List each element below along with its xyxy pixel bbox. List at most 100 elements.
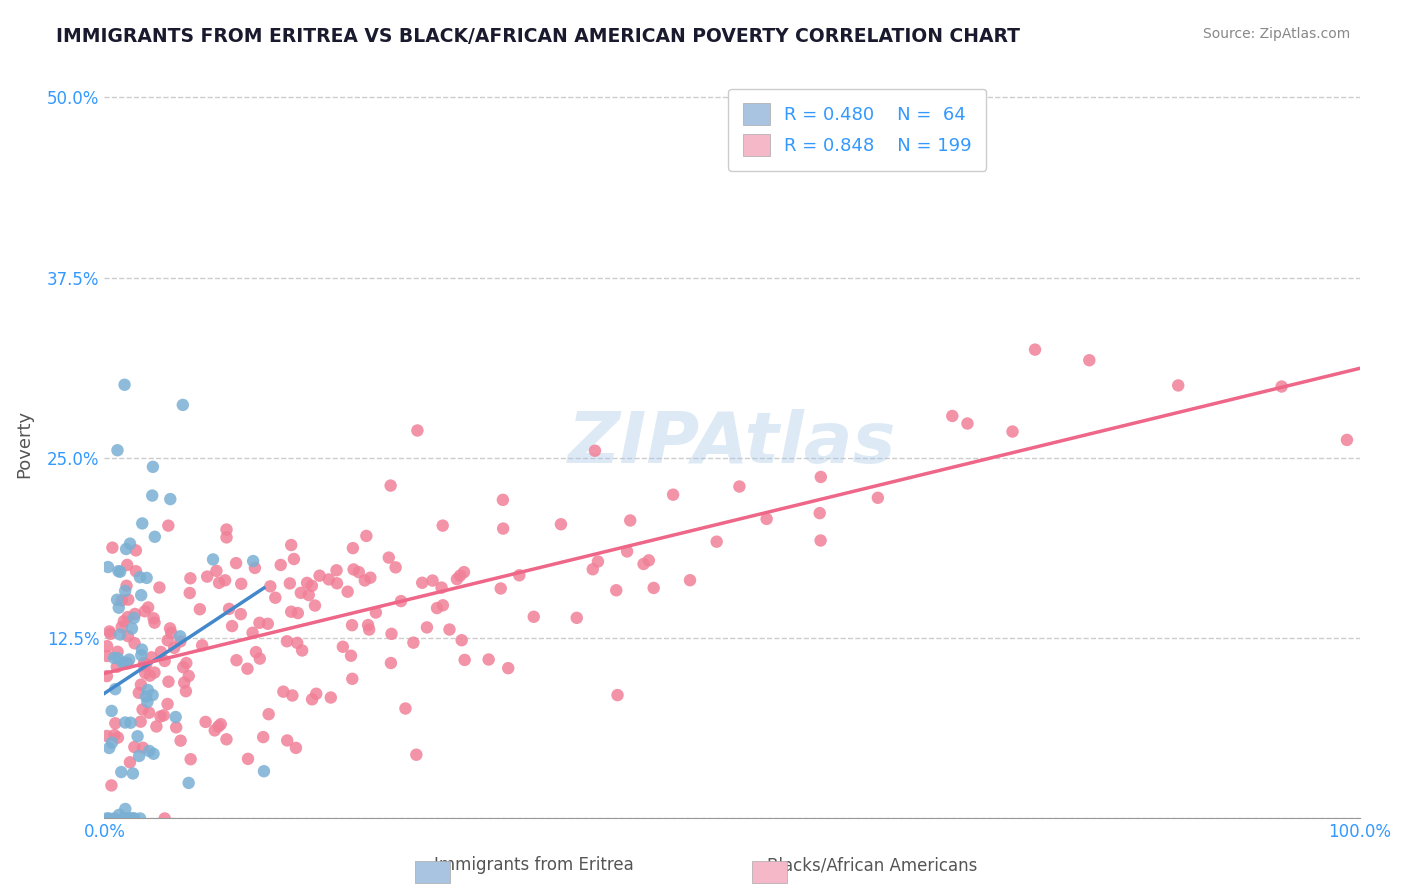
Point	[114, 715, 136, 730]
Point	[446, 572, 468, 586]
Point	[252, 730, 274, 744]
Point	[159, 621, 181, 635]
Point	[202, 552, 225, 566]
Point	[1336, 433, 1358, 447]
Point	[706, 534, 728, 549]
Point	[342, 672, 364, 686]
Point	[107, 645, 129, 659]
Point	[492, 522, 515, 536]
Point	[142, 611, 165, 625]
Point	[176, 656, 198, 670]
Point	[129, 678, 152, 692]
Point	[450, 633, 472, 648]
Point	[107, 443, 129, 458]
Point	[257, 707, 280, 722]
Point	[111, 593, 134, 607]
Point	[586, 555, 609, 569]
Point	[142, 688, 165, 702]
Point	[616, 544, 638, 558]
Point	[866, 491, 889, 505]
Point	[242, 554, 264, 568]
Point	[98, 741, 121, 756]
Point	[153, 812, 176, 826]
Point	[380, 478, 402, 492]
Point	[325, 563, 347, 577]
Point	[342, 541, 364, 555]
Point	[364, 606, 387, 620]
Point	[205, 564, 228, 578]
Point	[1001, 425, 1024, 439]
Point	[256, 616, 278, 631]
Point	[229, 607, 252, 621]
Point	[129, 648, 152, 663]
Point	[356, 529, 378, 543]
Point	[153, 654, 176, 668]
Point	[125, 564, 148, 578]
Point	[101, 736, 124, 750]
Point	[118, 536, 141, 550]
Point	[273, 684, 295, 698]
Point	[242, 625, 264, 640]
Point	[290, 586, 312, 600]
Point	[124, 636, 146, 650]
Point	[810, 533, 832, 548]
Point	[136, 695, 159, 709]
Point	[110, 765, 132, 780]
Point	[173, 675, 195, 690]
Point	[152, 708, 174, 723]
Point	[336, 584, 359, 599]
Point	[236, 662, 259, 676]
Point	[276, 634, 298, 648]
Point	[98, 812, 121, 826]
Point	[285, 636, 308, 650]
Point	[165, 710, 187, 724]
Point	[637, 553, 659, 567]
Point	[508, 568, 530, 582]
Point	[195, 569, 218, 583]
Point	[728, 479, 751, 493]
Point	[103, 812, 125, 826]
Point	[112, 656, 135, 670]
Point	[117, 610, 139, 624]
Point	[117, 629, 139, 643]
Point	[115, 579, 138, 593]
Point	[291, 643, 314, 657]
Point	[159, 492, 181, 507]
Point	[163, 640, 186, 655]
Point	[100, 704, 122, 718]
Point	[149, 645, 172, 659]
Point	[135, 657, 157, 672]
Point	[105, 660, 128, 674]
Point	[112, 614, 135, 628]
Legend: R = 0.480    N =  64, R = 0.848    N = 199: R = 0.480 N = 64, R = 0.848 N = 199	[728, 89, 987, 170]
Point	[169, 629, 191, 643]
Point	[231, 577, 253, 591]
Point	[264, 591, 287, 605]
Point	[453, 565, 475, 579]
Point	[143, 530, 166, 544]
Point	[221, 619, 243, 633]
Point	[112, 812, 135, 826]
Point	[357, 618, 380, 632]
Point	[104, 716, 127, 731]
Point	[179, 571, 201, 585]
Point	[118, 812, 141, 826]
Point	[156, 697, 179, 711]
Point	[96, 648, 118, 663]
Point	[956, 417, 979, 431]
Point	[1167, 378, 1189, 392]
Point	[149, 709, 172, 723]
Point	[131, 702, 153, 716]
Point	[259, 579, 281, 593]
Point	[179, 586, 201, 600]
Point	[117, 657, 139, 671]
Point	[430, 581, 453, 595]
Point	[103, 651, 125, 665]
Point	[295, 575, 318, 590]
Point	[107, 564, 129, 578]
Point	[236, 752, 259, 766]
Point	[108, 565, 131, 579]
Point	[808, 506, 831, 520]
Point	[128, 748, 150, 763]
Point	[115, 541, 138, 556]
